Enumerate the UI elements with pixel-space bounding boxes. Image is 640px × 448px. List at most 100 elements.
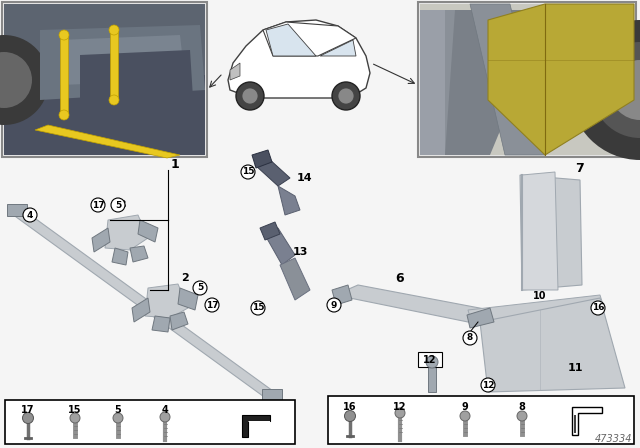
Circle shape — [205, 298, 219, 312]
Text: 17: 17 — [205, 301, 218, 310]
Polygon shape — [60, 35, 68, 115]
Polygon shape — [248, 421, 270, 423]
Polygon shape — [260, 222, 280, 240]
Text: 16: 16 — [592, 303, 604, 313]
Text: 3: 3 — [118, 200, 126, 210]
Polygon shape — [178, 288, 198, 310]
Circle shape — [59, 110, 69, 120]
Polygon shape — [445, 10, 490, 155]
Polygon shape — [35, 125, 180, 158]
Polygon shape — [7, 204, 27, 216]
Polygon shape — [278, 186, 300, 215]
Polygon shape — [280, 258, 310, 300]
Text: 2: 2 — [181, 273, 189, 283]
Circle shape — [241, 165, 255, 179]
Polygon shape — [335, 285, 490, 322]
Polygon shape — [60, 35, 185, 85]
Polygon shape — [110, 30, 118, 100]
Polygon shape — [138, 220, 158, 242]
Polygon shape — [4, 75, 205, 155]
Text: 5: 5 — [197, 284, 203, 293]
Circle shape — [22, 413, 33, 423]
Text: 5: 5 — [115, 201, 121, 210]
Circle shape — [570, 20, 640, 160]
Text: 10: 10 — [533, 291, 547, 301]
Text: 1: 1 — [171, 159, 179, 172]
Circle shape — [591, 301, 605, 315]
Circle shape — [91, 198, 105, 212]
Circle shape — [460, 411, 470, 421]
Circle shape — [610, 60, 640, 120]
Polygon shape — [420, 4, 634, 155]
Bar — [2, 2, 207, 157]
Bar — [418, 2, 636, 157]
Polygon shape — [428, 365, 436, 392]
Text: 17: 17 — [21, 405, 35, 415]
Polygon shape — [266, 24, 316, 56]
Circle shape — [113, 413, 123, 423]
Circle shape — [481, 378, 495, 392]
Text: 17: 17 — [92, 201, 104, 210]
Polygon shape — [255, 158, 290, 186]
Circle shape — [592, 42, 640, 138]
Text: 8: 8 — [467, 333, 473, 343]
Polygon shape — [152, 316, 170, 332]
Circle shape — [109, 95, 119, 105]
Circle shape — [251, 301, 265, 315]
Circle shape — [327, 298, 341, 312]
Text: 14: 14 — [297, 173, 313, 183]
Circle shape — [70, 413, 80, 423]
Polygon shape — [145, 284, 188, 318]
Circle shape — [242, 88, 258, 104]
Polygon shape — [320, 40, 356, 56]
Text: 12: 12 — [482, 380, 494, 389]
Circle shape — [0, 52, 32, 108]
Text: 12: 12 — [423, 355, 436, 365]
Circle shape — [344, 410, 355, 422]
Circle shape — [160, 412, 170, 422]
Text: 9: 9 — [461, 402, 468, 412]
Polygon shape — [130, 246, 148, 262]
Circle shape — [395, 408, 405, 418]
Polygon shape — [420, 4, 634, 155]
Circle shape — [111, 198, 125, 212]
Polygon shape — [262, 389, 282, 401]
Polygon shape — [252, 150, 272, 168]
Polygon shape — [468, 295, 604, 324]
Circle shape — [23, 208, 37, 222]
Polygon shape — [4, 4, 205, 155]
Text: 15: 15 — [252, 303, 264, 313]
Polygon shape — [40, 25, 205, 100]
Text: 16: 16 — [343, 402, 356, 412]
Circle shape — [463, 331, 477, 345]
Text: 15: 15 — [242, 168, 254, 177]
Polygon shape — [480, 298, 625, 392]
Bar — [328, 396, 634, 444]
Polygon shape — [80, 50, 195, 135]
Polygon shape — [420, 10, 445, 155]
Polygon shape — [445, 10, 550, 155]
Polygon shape — [105, 215, 148, 250]
Circle shape — [517, 411, 527, 421]
Polygon shape — [92, 228, 110, 252]
Polygon shape — [230, 63, 240, 80]
Text: 11: 11 — [567, 363, 583, 373]
Polygon shape — [470, 4, 545, 155]
Bar — [418, 352, 442, 367]
Polygon shape — [12, 206, 273, 399]
Polygon shape — [228, 20, 370, 98]
Circle shape — [236, 82, 264, 110]
Polygon shape — [170, 312, 188, 330]
Text: 8: 8 — [518, 402, 525, 412]
Polygon shape — [572, 407, 602, 435]
Polygon shape — [132, 298, 150, 322]
Text: 4: 4 — [27, 211, 33, 220]
Text: 473334: 473334 — [595, 434, 632, 444]
Circle shape — [193, 281, 207, 295]
Polygon shape — [112, 248, 128, 265]
Text: 5: 5 — [115, 405, 122, 415]
Polygon shape — [467, 308, 494, 328]
Polygon shape — [332, 285, 352, 305]
Polygon shape — [242, 415, 270, 437]
Polygon shape — [574, 415, 576, 433]
